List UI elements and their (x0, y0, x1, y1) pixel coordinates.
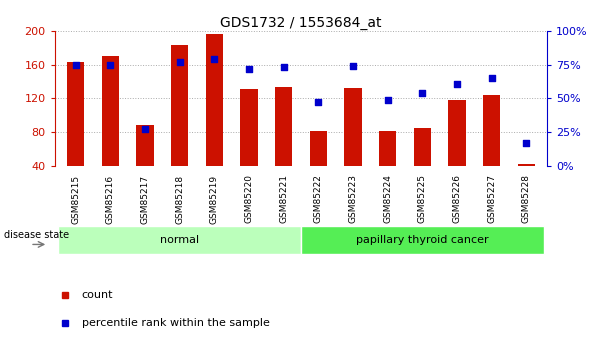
Point (452, 81, 462, 86)
Bar (413, 128, 431, 199)
Bar (136, 125, 154, 199)
Text: GSM85219: GSM85219 (210, 175, 219, 224)
Text: GSM85216: GSM85216 (106, 175, 115, 224)
Text: percentile rank within the sample: percentile rank within the sample (82, 318, 270, 327)
Bar (206, 34, 223, 199)
Bar (301, 226, 544, 254)
Point (314, 100, 323, 105)
Point (140, 127, 150, 132)
Text: normal: normal (160, 235, 199, 245)
Bar (102, 56, 119, 199)
Text: GSM85220: GSM85220 (244, 175, 254, 224)
Text: papillary thyroid cancer: papillary thyroid cancer (356, 235, 489, 245)
Point (522, 140, 531, 146)
Title: GDS1732 / 1553684_at: GDS1732 / 1553684_at (220, 16, 382, 30)
Bar (58, 226, 301, 254)
Point (174, 59, 184, 65)
Text: GSM85221: GSM85221 (279, 175, 288, 224)
Bar (275, 87, 292, 199)
Bar (379, 131, 396, 199)
Text: GSM85218: GSM85218 (175, 175, 184, 224)
Point (418, 90, 427, 96)
Bar (309, 131, 327, 199)
Text: GSM85227: GSM85227 (487, 175, 496, 224)
Text: GSM85223: GSM85223 (348, 175, 358, 224)
Text: GSM85222: GSM85222 (314, 175, 323, 223)
Point (244, 66, 254, 71)
Point (209, 57, 219, 62)
Point (348, 63, 358, 69)
Point (383, 97, 393, 102)
Text: GSM85215: GSM85215 (71, 175, 80, 224)
Bar (344, 88, 362, 199)
Bar (518, 164, 535, 199)
Text: GSM85217: GSM85217 (140, 175, 150, 224)
Text: count: count (82, 290, 113, 299)
Point (278, 65, 288, 70)
Point (71, 62, 80, 68)
Text: GSM85228: GSM85228 (522, 175, 531, 224)
Bar (448, 100, 466, 199)
Bar (483, 95, 500, 199)
Bar (67, 62, 84, 199)
Text: GSM85224: GSM85224 (383, 175, 392, 223)
Bar (171, 45, 188, 199)
Text: disease state: disease state (4, 230, 69, 240)
Text: GSM85225: GSM85225 (418, 175, 427, 224)
Point (487, 75, 497, 81)
Bar (240, 89, 258, 199)
Point (105, 62, 115, 68)
Text: GSM85226: GSM85226 (452, 175, 461, 224)
